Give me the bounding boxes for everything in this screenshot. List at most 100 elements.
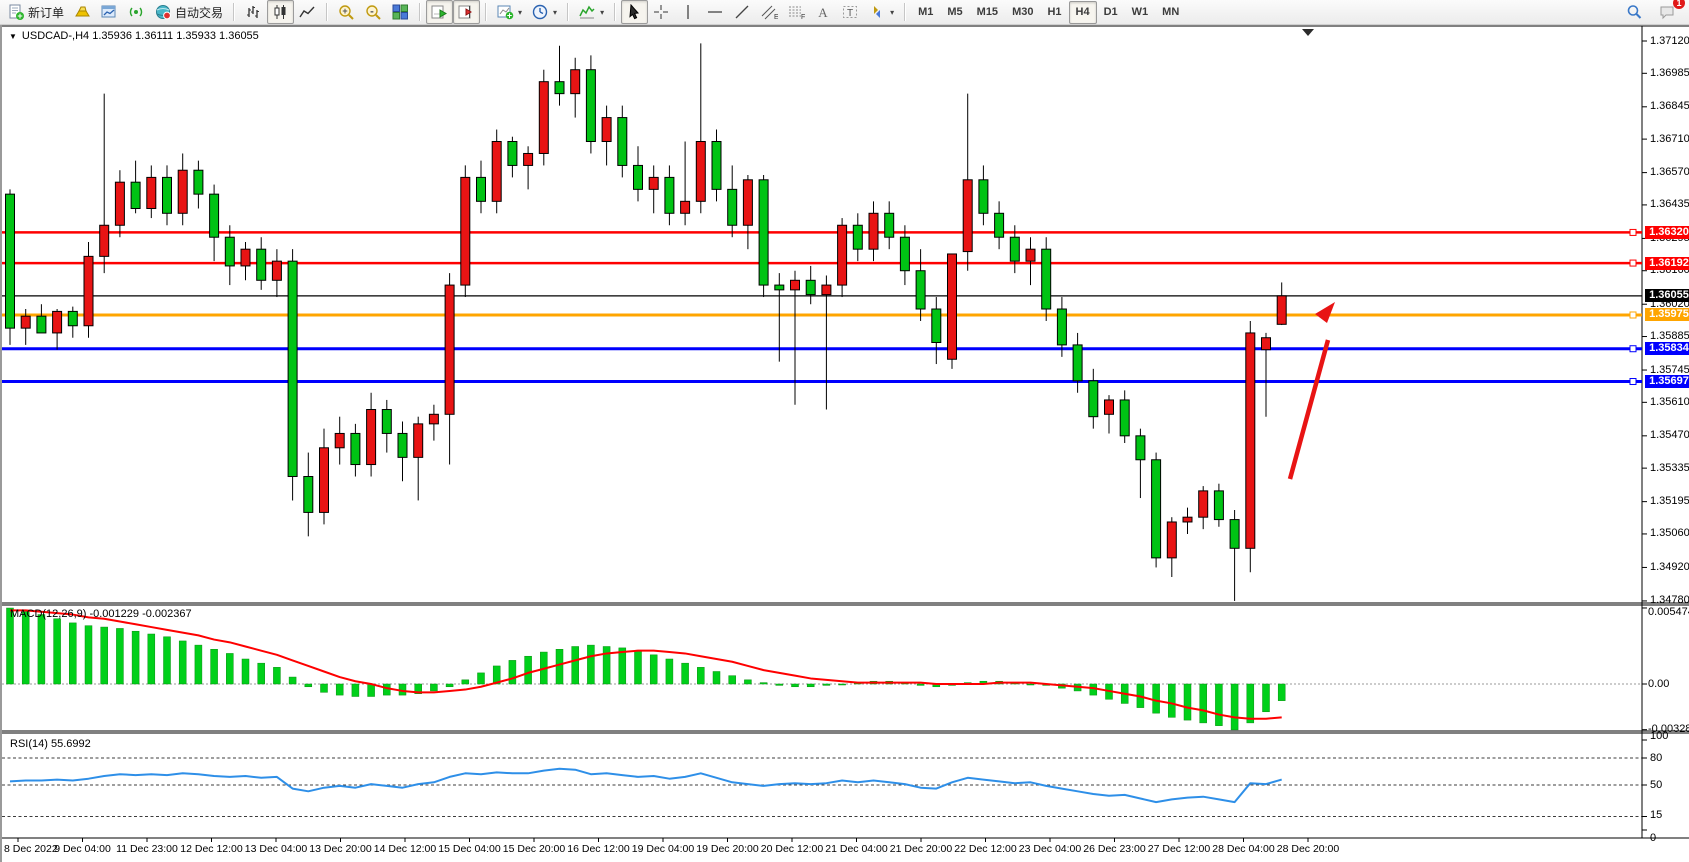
macd-histogram-bar [414,683,422,694]
vertical-line-button[interactable] [675,0,702,24]
horizontal-line-button[interactable] [702,0,729,24]
macd-histogram-bar [53,618,61,685]
chart-shift-button[interactable] [453,0,481,24]
time-tick-label: 28 Dec 04:00 [1212,843,1275,855]
autotrade-button[interactable]: 自动交易 [150,0,228,24]
cursor-button[interactable] [621,0,649,24]
candle-body [428,413,439,425]
toolbar-separator [233,3,236,21]
candle-body [1229,519,1240,549]
candle-body [570,69,581,95]
line-handle[interactable] [1629,228,1637,236]
tf-m1[interactable]: M1 [918,5,934,18]
chart-title-text: USDCAD-,H4 1.35936 1.36111 1.35933 1.360… [21,30,259,42]
line-chart-icon [299,4,316,20]
price-tick-label: 1.35060 [1650,527,1689,540]
search-button[interactable] [1621,0,1648,24]
svg-text:A: A [818,5,828,20]
tf-m15[interactable]: M15 [976,5,999,18]
macd-histogram-bar [649,654,658,685]
arrows-button[interactable]: ▾ [864,0,899,24]
tf-m30[interactable]: M30 [1012,5,1034,18]
zoom-out-button[interactable]: - [360,0,387,24]
candle-body [413,423,424,458]
chart-window[interactable]: ▼ USDCAD-,H4 1.35936 1.36111 1.35933 1.3… [0,25,1689,862]
chart-shift-icon [458,4,475,20]
charts-window-button[interactable] [96,0,123,24]
candle-body [1261,337,1271,351]
macd-histogram-bar [163,636,171,685]
auto-scroll-button[interactable] [426,0,454,24]
line-chart-button[interactable] [294,0,321,24]
new-chart-button[interactable]: + ▾ [492,0,527,24]
zoom-in-button[interactable]: + [333,0,360,24]
candle-body [507,141,518,166]
price-tick-label: 1.35610 [1650,395,1689,408]
candle-body [711,141,722,190]
chart-title: ▼ USDCAD-,H4 1.35936 1.36111 1.35933 1.3… [9,30,259,42]
symbol-dropdown-icon[interactable]: ▼ [9,31,17,41]
signals-button[interactable] [123,0,150,24]
chart-shift-marker[interactable] [1302,29,1314,36]
price-tick-label: 1.36435 [1650,198,1689,211]
macd-histogram-bar [178,640,187,685]
price-tick-label: 1.34780 [1650,594,1689,607]
chart-canvas[interactable] [2,25,1689,862]
candle-body [899,236,910,272]
price-tick-label: 1.36570 [1650,166,1689,179]
candle-body [114,181,125,226]
time-tick-label: 20 Dec 12:00 [760,843,824,855]
indicators-icon [579,4,596,20]
candle-body [1104,399,1114,415]
candle-body [397,432,408,458]
tf-h4[interactable]: H4 [1068,0,1097,24]
trend-arrow-annotation[interactable] [1287,302,1335,480]
macd-indicator-label: MACD(12,26,9) -0.001229 -0.002367 [10,608,192,620]
gold-button[interactable] [69,0,96,24]
candle-body [1072,344,1083,382]
notifications-button[interactable]: 1 [1654,0,1685,24]
time-tick-label: 16 Dec 12:00 [567,843,630,855]
bar-chart-button[interactable] [240,0,267,24]
macd-histogram-bar [571,646,579,685]
macd-histogram-bar [838,683,846,686]
macd-histogram-bar [524,655,532,685]
line-handle[interactable] [1629,311,1637,319]
profiles-button[interactable]: ▾ [527,0,562,24]
price-badge: 1.36320 [1645,225,1689,239]
new-order-button-label: 新订单 [28,5,65,20]
macd-histogram-bar [1277,683,1286,701]
tf-m5[interactable]: M5 [947,5,963,18]
fibonacci-button[interactable]: F [783,0,810,24]
candle-chart-button[interactable] [267,0,295,24]
macd-histogram-bar [37,614,46,685]
tf-h1[interactable]: H1 [1047,5,1062,18]
rsi-tick-label: 0 [1650,832,1657,844]
line-handle[interactable] [1629,259,1637,267]
candle-body [1119,399,1130,437]
macd-histogram-bar [555,649,564,685]
channel-button[interactable]: E [756,0,783,24]
signal-icon [128,4,145,20]
price-tick-label: 1.37120 [1650,34,1689,47]
trendline-button[interactable] [729,0,756,24]
line-handle[interactable] [1629,378,1637,386]
candle-body [1276,295,1287,325]
candle-body [742,179,753,226]
indicators-button[interactable]: ▾ [574,0,609,24]
tf-w1[interactable]: W1 [1131,5,1149,18]
macd-histogram-bar [131,630,140,685]
macd-histogram-bar [1026,683,1035,686]
tf-mn[interactable]: MN [1162,5,1180,18]
text-button[interactable]: A [810,0,837,24]
crosshair-button[interactable] [648,0,675,24]
line-handle[interactable] [1629,345,1637,353]
toolbar-group: M1 M5 M15 M30 H1 H4 D1 W1 MN [908,0,1189,24]
svg-text:+: + [17,11,22,20]
tf-d1[interactable]: D1 [1103,5,1118,18]
new-order-button[interactable]: + 新订单 [3,0,69,24]
cursor-icon [626,4,643,20]
candle-body [805,279,816,296]
text-label-button[interactable]: T [837,0,864,24]
tile-windows-button[interactable] [387,0,414,24]
